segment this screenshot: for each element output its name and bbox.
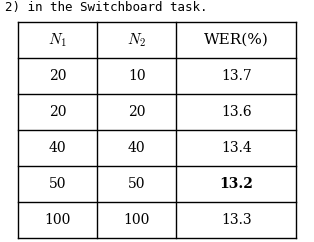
Text: WER(%): WER(%) bbox=[204, 33, 269, 47]
Text: 20: 20 bbox=[49, 69, 66, 83]
Text: 10: 10 bbox=[128, 69, 146, 83]
Text: 50: 50 bbox=[49, 177, 66, 191]
Text: 13.7: 13.7 bbox=[221, 69, 252, 83]
Text: 13.3: 13.3 bbox=[221, 213, 252, 227]
Text: 100: 100 bbox=[124, 213, 150, 227]
Text: 2) in the Switchboard task.: 2) in the Switchboard task. bbox=[5, 1, 208, 15]
Text: 50: 50 bbox=[128, 177, 146, 191]
Text: 13.2: 13.2 bbox=[219, 177, 253, 191]
Text: 40: 40 bbox=[49, 141, 67, 155]
Text: 20: 20 bbox=[49, 105, 66, 119]
Text: 40: 40 bbox=[128, 141, 146, 155]
Text: $N_2$: $N_2$ bbox=[127, 31, 146, 49]
Text: 20: 20 bbox=[128, 105, 146, 119]
Text: 13.4: 13.4 bbox=[221, 141, 252, 155]
Text: 13.6: 13.6 bbox=[221, 105, 252, 119]
Text: $N_1$: $N_1$ bbox=[48, 31, 67, 49]
Text: 100: 100 bbox=[44, 213, 71, 227]
